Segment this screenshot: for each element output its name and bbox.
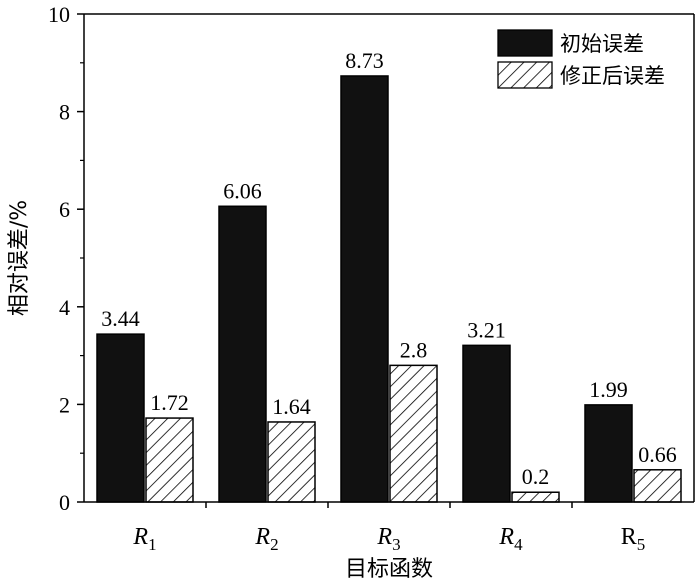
y-tick-label-2: 2 [59,392,70,417]
x-tick-label-main: R [132,524,148,550]
bars-layer: 3.44 1.72 6.06 1.64 8.73 2.8 3.21 0.2 1.99 0.66 [96,48,682,503]
y-axis-title: 相对误差/% [7,200,32,316]
x-tick-label-sub: 1 [148,535,157,554]
x-tick-label-main: R [621,524,637,550]
x-tick-label-2: R2 [254,524,278,554]
bar-corrected-1 [145,417,194,503]
data-label-corrected-3: 2.8 [400,337,428,362]
data-label-initial-2: 6.06 [223,178,262,203]
x-tick-label-1: R1 [132,524,156,554]
bar-initial-4 [462,344,511,503]
y-tick-label-10: 10 [48,2,70,27]
x-tick-label-sub: 3 [392,535,401,554]
bar-initial-1 [96,333,145,503]
x-tick-label-main: R [254,524,270,550]
bar-initial-5 [584,404,633,503]
y-tick-label-8: 8 [59,100,70,125]
x-tick-label-5: R5 [621,524,646,554]
data-label-initial-3: 8.73 [345,48,384,73]
bar-initial-3 [340,75,389,503]
x-tick-label-main: R [376,524,392,550]
legend-swatch-1 [497,29,553,57]
x-tick-label-sub: 2 [270,535,279,554]
legend-swatch-2 [497,61,553,89]
x-tick-label-main: R [498,524,514,550]
data-label-corrected-1: 1.72 [150,390,189,415]
data-label-corrected-5: 0.66 [638,442,677,467]
data-label-corrected-4: 0.2 [522,464,550,489]
bar-corrected-4 [511,491,560,503]
legend-label-2: 修正后误差 [560,64,665,88]
x-tick-label-sub: 5 [637,535,646,554]
legend-label-1: 初始误差 [560,32,644,56]
bar-corrected-3 [389,364,438,503]
bar-corrected-2 [267,421,316,503]
x-tick-label-sub: 4 [514,535,523,554]
y-tick-label-6: 6 [59,197,70,222]
y-tick-label-4: 4 [59,295,70,320]
data-label-initial-1: 3.44 [101,306,140,331]
x-axis-title: 目标函数 [345,557,433,582]
data-label-initial-4: 3.21 [467,317,506,342]
data-label-initial-5: 1.99 [589,377,628,402]
bar-initial-2 [218,205,267,503]
y-tick-label-0: 0 [59,490,70,515]
x-tick-label-3: R3 [376,524,400,554]
x-tick-label-4: R4 [498,524,523,554]
bar-corrected-5 [633,469,682,503]
data-label-corrected-2: 1.64 [272,394,311,419]
